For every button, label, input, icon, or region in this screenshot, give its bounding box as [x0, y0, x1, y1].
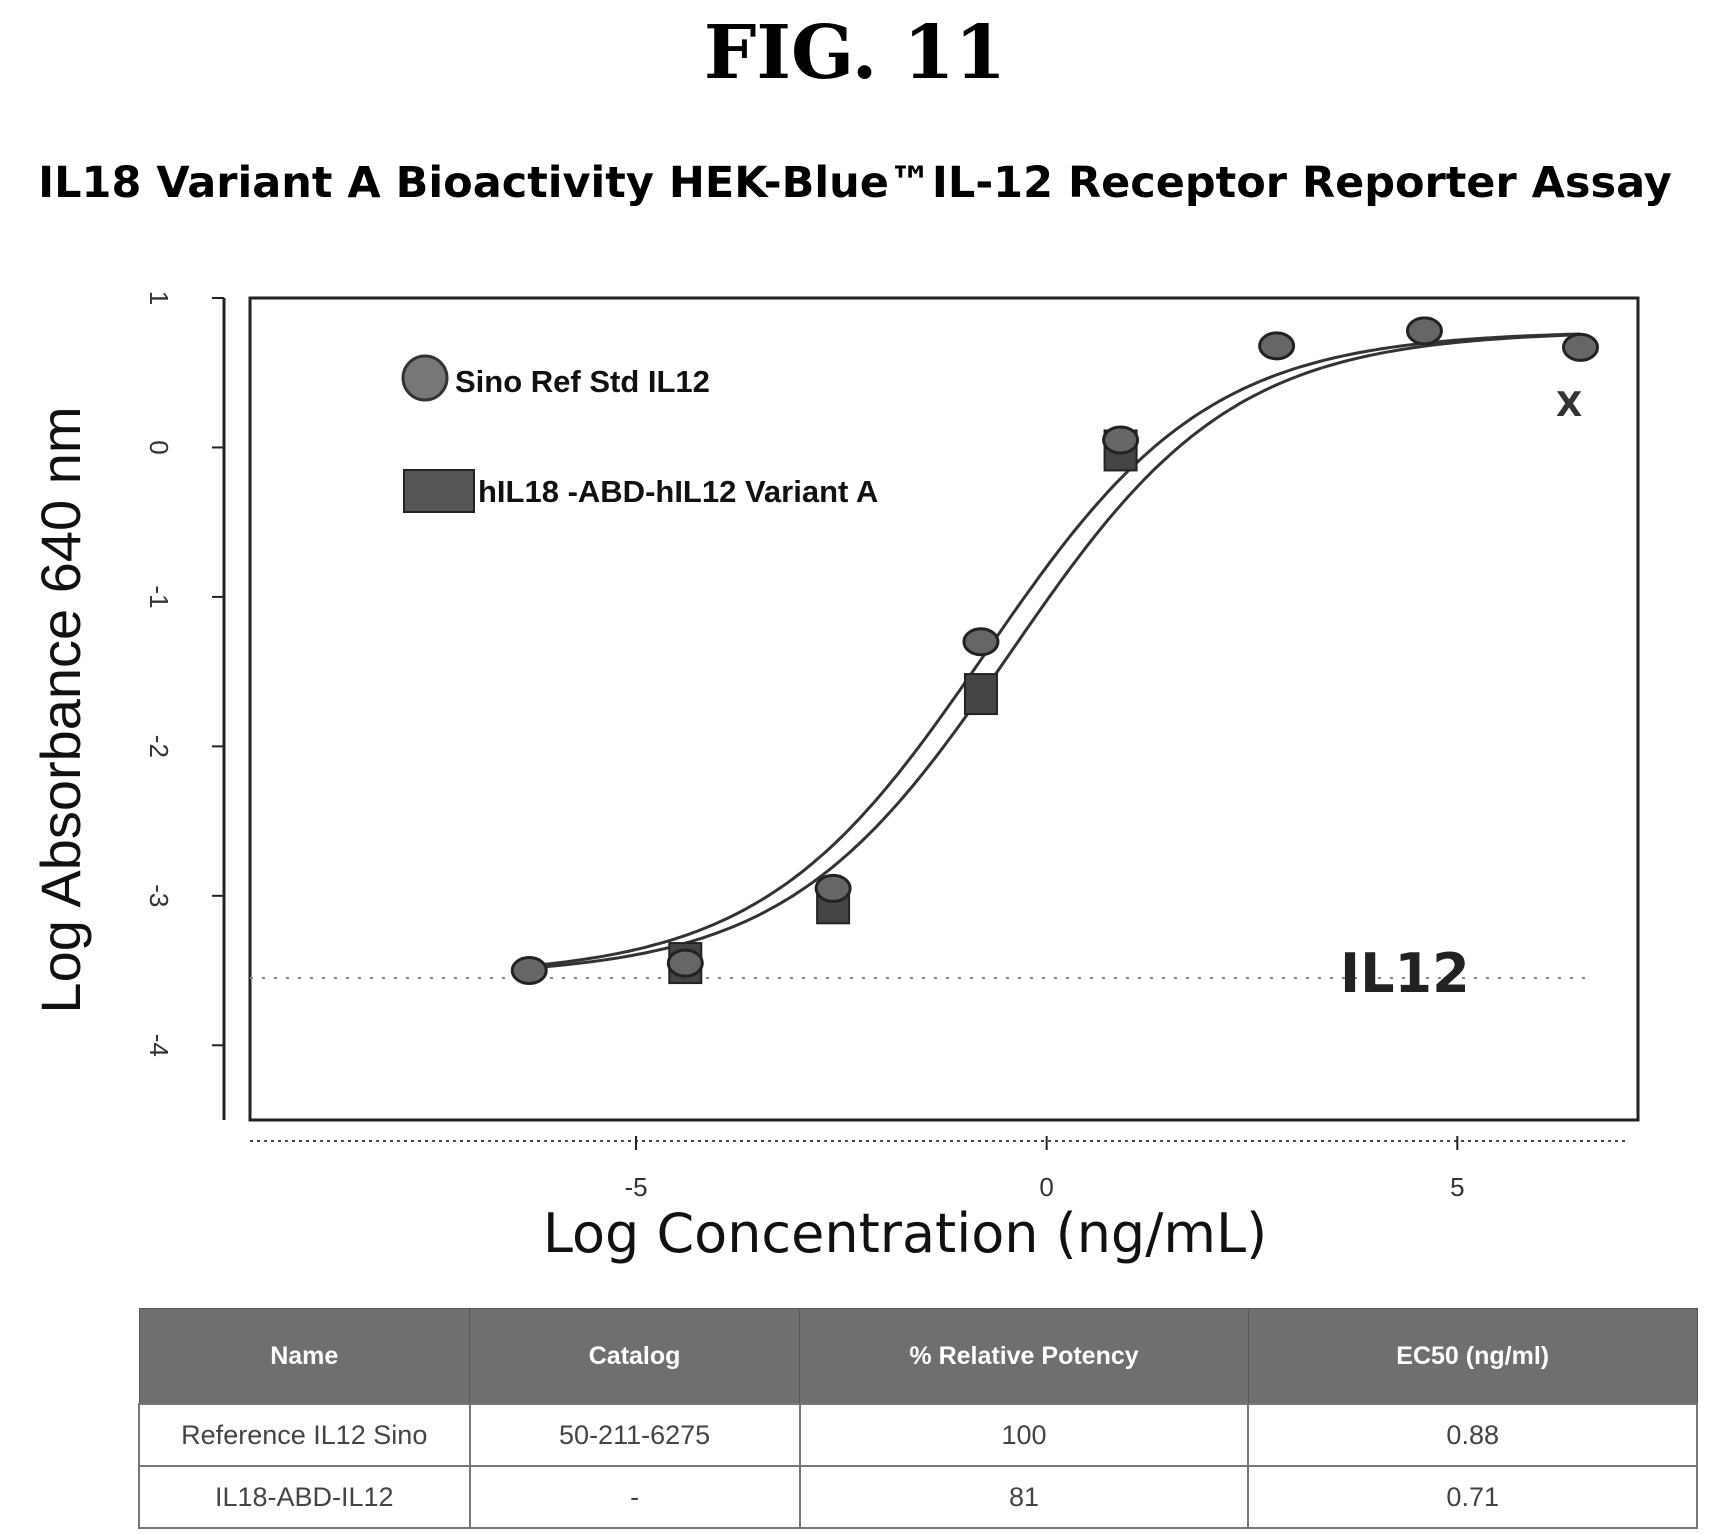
legend-square-marker: [403, 469, 475, 513]
y-tick-label: 0: [144, 440, 174, 454]
x-tick-label: 5: [1450, 1172, 1464, 1202]
data-point-circle: [1562, 332, 1600, 362]
table-header-row: Name Catalog % Relative Potency EC50 (ng…: [138, 1308, 1698, 1405]
table-cell: 100: [798, 1403, 1250, 1467]
chart-title: IL18 Variant A Bioactivity HEK-Blue™IL-1…: [38, 158, 1672, 208]
data-point-circle: [1102, 425, 1140, 455]
data-point-circle: [666, 948, 704, 978]
excluded-point-marker: X: [1556, 385, 1582, 425]
x-axis-label: Log Concentration (ng/mL): [543, 1202, 1267, 1265]
chart: 1 0 -1 -2 -3 -4 -5 0 5 Sino Ref Std IL12 hIL18 …: [29, 291, 1640, 1265]
table-header-cell: % Relative Potency: [799, 1308, 1249, 1405]
table-cell: 50-211-6275: [468, 1403, 801, 1467]
y-tick-label: 1: [144, 291, 174, 305]
data-point-circle: [1258, 331, 1296, 361]
y-axis-label: Log Absorbance 640 nm: [29, 406, 92, 1013]
table-cell: Reference IL12 Sino: [138, 1403, 471, 1467]
table-cell: -: [468, 1465, 801, 1529]
plot-frame: [248, 296, 1640, 1122]
fit-curve-series-1: [529, 332, 1581, 968]
y-tick-label: -2: [144, 735, 174, 758]
fit-curve-series-2: [529, 333, 1581, 970]
table-header-cell: Name: [138, 1308, 471, 1405]
data-point-circle: [814, 873, 852, 903]
data-point-circle: [510, 956, 548, 986]
table-cell: IL18-ABD-IL12: [138, 1465, 471, 1529]
figure-label: FIG. 11: [703, 10, 1007, 96]
table-cell: 0.88: [1247, 1403, 1698, 1467]
legend-circle-marker: [401, 354, 449, 402]
il12-annotation: IL12: [1340, 942, 1470, 1005]
table-cell: 0.71: [1247, 1465, 1698, 1529]
y-tick-label: -3: [144, 884, 174, 907]
x-tick-label: -5: [624, 1172, 647, 1202]
table-header-cell: Catalog: [469, 1308, 801, 1405]
table-cell: 81: [798, 1465, 1250, 1529]
y-tick-label: -4: [144, 1034, 174, 1057]
table-header-cell: EC50 (ng/ml): [1247, 1308, 1698, 1405]
data-point-circle: [962, 627, 1000, 657]
data-point-circle: [1405, 316, 1443, 346]
y-tick-label: -1: [144, 585, 174, 608]
table-row: Reference IL12 Sino 50-211-6275 100 0.88: [138, 1403, 1698, 1467]
legend-label-series-1: Sino Ref Std IL12: [455, 364, 710, 399]
data-point-square: [963, 673, 998, 716]
table-row: IL18-ABD-IL12 - 81 0.71: [138, 1465, 1698, 1529]
legend-label-series-2: hIL18 -ABD-hIL12 Variant A: [478, 474, 878, 509]
x-tick-label: 0: [1039, 1172, 1053, 1202]
results-table: Name Catalog % Relative Potency EC50 (ng…: [138, 1308, 1698, 1529]
legend: Sino Ref Std IL12 hIL18 -ABD-hIL12 Varia…: [401, 354, 878, 513]
